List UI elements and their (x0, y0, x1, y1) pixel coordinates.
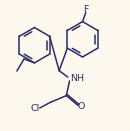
Text: Cl: Cl (30, 105, 40, 113)
Text: NH: NH (70, 74, 84, 83)
Text: O: O (77, 102, 85, 111)
Text: F: F (83, 5, 89, 14)
